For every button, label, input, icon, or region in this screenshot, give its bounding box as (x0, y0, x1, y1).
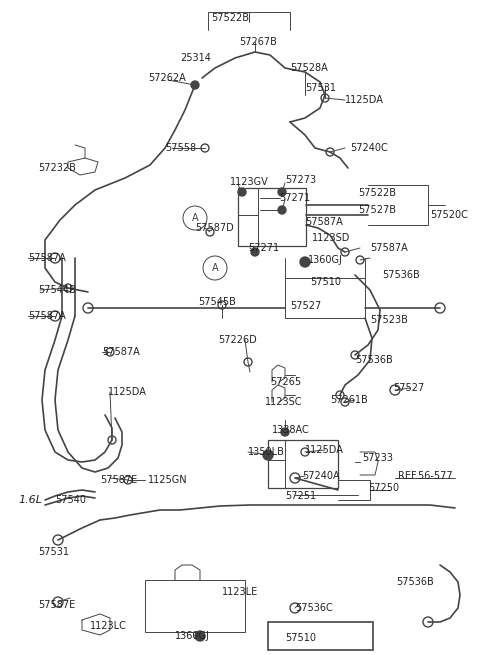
Circle shape (251, 248, 259, 256)
Text: 57587E: 57587E (38, 600, 75, 610)
Text: 1360GJ: 1360GJ (175, 631, 210, 641)
Text: 57240C: 57240C (350, 143, 388, 153)
Text: 57527: 57527 (393, 383, 424, 393)
Text: 57522B: 57522B (211, 13, 249, 23)
Text: 57527B: 57527B (358, 205, 396, 215)
Text: 57527: 57527 (290, 301, 321, 311)
Text: 1.6L: 1.6L (18, 495, 42, 505)
Circle shape (191, 81, 199, 89)
Text: 57250: 57250 (368, 483, 399, 493)
Bar (145, 580, 245, 632)
Text: 1123LC: 1123LC (90, 621, 127, 631)
Circle shape (281, 428, 289, 436)
Text: 57544B: 57544B (38, 285, 76, 295)
Bar (268, 440, 338, 488)
Text: 57587D: 57587D (195, 223, 234, 233)
Text: 57262A: 57262A (148, 73, 186, 83)
Text: A: A (212, 263, 218, 273)
Text: 57240A: 57240A (302, 471, 340, 481)
Text: 57536C: 57536C (295, 603, 333, 613)
Text: 57523B: 57523B (370, 315, 408, 325)
Text: 1350LB: 1350LB (248, 447, 285, 457)
Text: 57531: 57531 (305, 83, 336, 93)
Text: 57587E: 57587E (100, 475, 137, 485)
Text: 1338AC: 1338AC (272, 425, 310, 435)
Bar (238, 188, 306, 246)
Text: 57531: 57531 (38, 547, 69, 557)
Text: 1123SD: 1123SD (312, 233, 350, 243)
Text: 1123LE: 1123LE (222, 587, 258, 597)
Text: A: A (192, 213, 198, 223)
Text: 1123SC: 1123SC (265, 397, 302, 407)
Circle shape (195, 631, 205, 641)
Text: 57540: 57540 (55, 495, 86, 505)
Text: REF.56-577: REF.56-577 (398, 471, 453, 481)
Text: 57271: 57271 (248, 243, 279, 253)
Circle shape (238, 188, 246, 196)
Text: 57510: 57510 (285, 633, 316, 643)
Text: 57536B: 57536B (355, 355, 393, 365)
Text: 1125DA: 1125DA (345, 95, 384, 105)
Text: 57261B: 57261B (330, 395, 368, 405)
Text: 1125DA: 1125DA (108, 387, 147, 397)
Text: 57545B: 57545B (198, 297, 236, 307)
Text: 57232B: 57232B (38, 163, 76, 173)
Text: 57271: 57271 (279, 193, 310, 203)
Text: 1360GJ: 1360GJ (308, 255, 343, 265)
Text: 57587A: 57587A (305, 217, 343, 227)
Text: 57522B: 57522B (358, 188, 396, 198)
Text: 57510: 57510 (310, 277, 341, 287)
Text: 57587A: 57587A (28, 253, 66, 263)
Text: 57267B: 57267B (239, 37, 277, 47)
Text: 57587A: 57587A (102, 347, 140, 357)
Text: 57520C: 57520C (430, 210, 468, 220)
Text: 57251: 57251 (285, 491, 316, 501)
Text: 25314: 25314 (180, 53, 211, 63)
Text: 57587A: 57587A (28, 311, 66, 321)
Text: 57273: 57273 (285, 175, 316, 185)
Bar (268, 622, 373, 650)
Bar (285, 278, 365, 318)
Text: 57528A: 57528A (290, 63, 328, 73)
Text: 1125DA: 1125DA (305, 445, 344, 455)
Text: 57226D: 57226D (218, 335, 257, 345)
Circle shape (300, 257, 310, 267)
Text: 57233: 57233 (362, 453, 393, 463)
Text: 57558: 57558 (165, 143, 196, 153)
Text: 57536B: 57536B (396, 577, 434, 587)
Text: 57265: 57265 (270, 377, 301, 387)
Circle shape (278, 206, 286, 214)
Text: 1125GN: 1125GN (148, 475, 188, 485)
Circle shape (263, 450, 273, 460)
Text: 57587A: 57587A (370, 243, 408, 253)
Circle shape (278, 188, 286, 196)
Text: 1123GV: 1123GV (230, 177, 269, 187)
Text: 57536B: 57536B (382, 270, 420, 280)
